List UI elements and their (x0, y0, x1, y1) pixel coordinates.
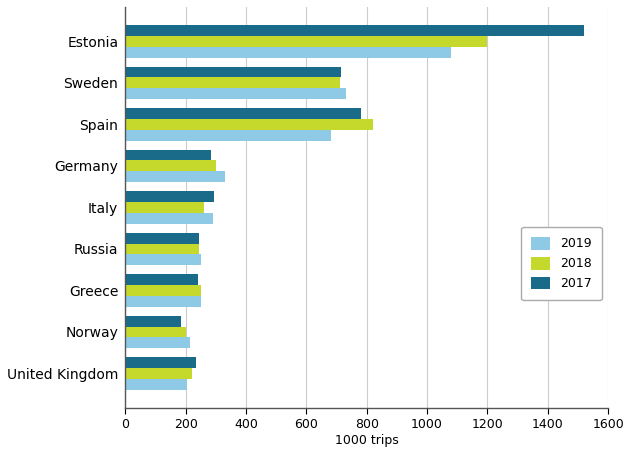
Bar (126, 119, 373, 130)
Bar (126, 191, 215, 202)
Bar (126, 213, 213, 223)
Bar (126, 130, 331, 141)
Bar (126, 108, 361, 119)
Bar (126, 296, 201, 306)
Bar (126, 285, 201, 296)
X-axis label: 1000 trips: 1000 trips (335, 434, 399, 447)
Bar (126, 274, 198, 285)
Bar (126, 171, 225, 182)
Bar (126, 357, 196, 368)
Bar (126, 25, 584, 36)
Legend: 2019, 2018, 2017: 2019, 2018, 2017 (521, 227, 602, 300)
Bar (126, 368, 192, 379)
Bar (126, 36, 488, 47)
Bar (126, 161, 216, 171)
Bar (126, 47, 451, 58)
Bar (126, 233, 199, 243)
Bar (126, 326, 186, 337)
Bar (126, 150, 211, 161)
Bar (126, 316, 181, 326)
Bar (126, 78, 339, 88)
Bar (126, 202, 204, 213)
Bar (126, 88, 346, 99)
Bar (126, 379, 187, 390)
Bar (126, 337, 190, 348)
Bar (126, 243, 199, 254)
Bar (126, 254, 201, 265)
Bar (126, 67, 341, 78)
